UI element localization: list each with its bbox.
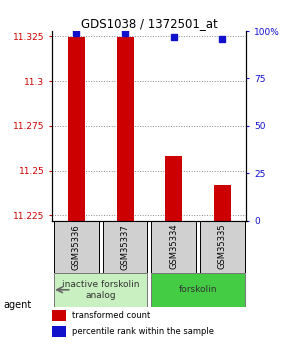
Bar — [52, 310, 66, 321]
Bar — [117, 37, 134, 221]
Bar — [151, 221, 196, 273]
Text: inactive forskolin
analog: inactive forskolin analog — [62, 280, 139, 299]
Text: percentile rank within the sample: percentile rank within the sample — [72, 327, 214, 336]
Text: GSM35336: GSM35336 — [72, 224, 81, 269]
Text: GSM35337: GSM35337 — [121, 224, 130, 269]
Text: agent: agent — [3, 300, 31, 310]
Text: transformed count: transformed count — [72, 311, 150, 320]
Text: GSM35335: GSM35335 — [218, 224, 227, 269]
Title: GDS1038 / 1372501_at: GDS1038 / 1372501_at — [81, 17, 218, 30]
Bar — [54, 221, 99, 273]
Bar — [165, 156, 182, 221]
Bar — [151, 273, 244, 307]
Bar — [52, 326, 66, 336]
Bar — [54, 273, 147, 307]
Bar — [68, 37, 85, 221]
Text: GSM35334: GSM35334 — [169, 224, 178, 269]
Bar — [214, 185, 231, 221]
Bar — [200, 221, 244, 273]
Text: forskolin: forskolin — [179, 285, 217, 294]
Bar — [103, 221, 147, 273]
